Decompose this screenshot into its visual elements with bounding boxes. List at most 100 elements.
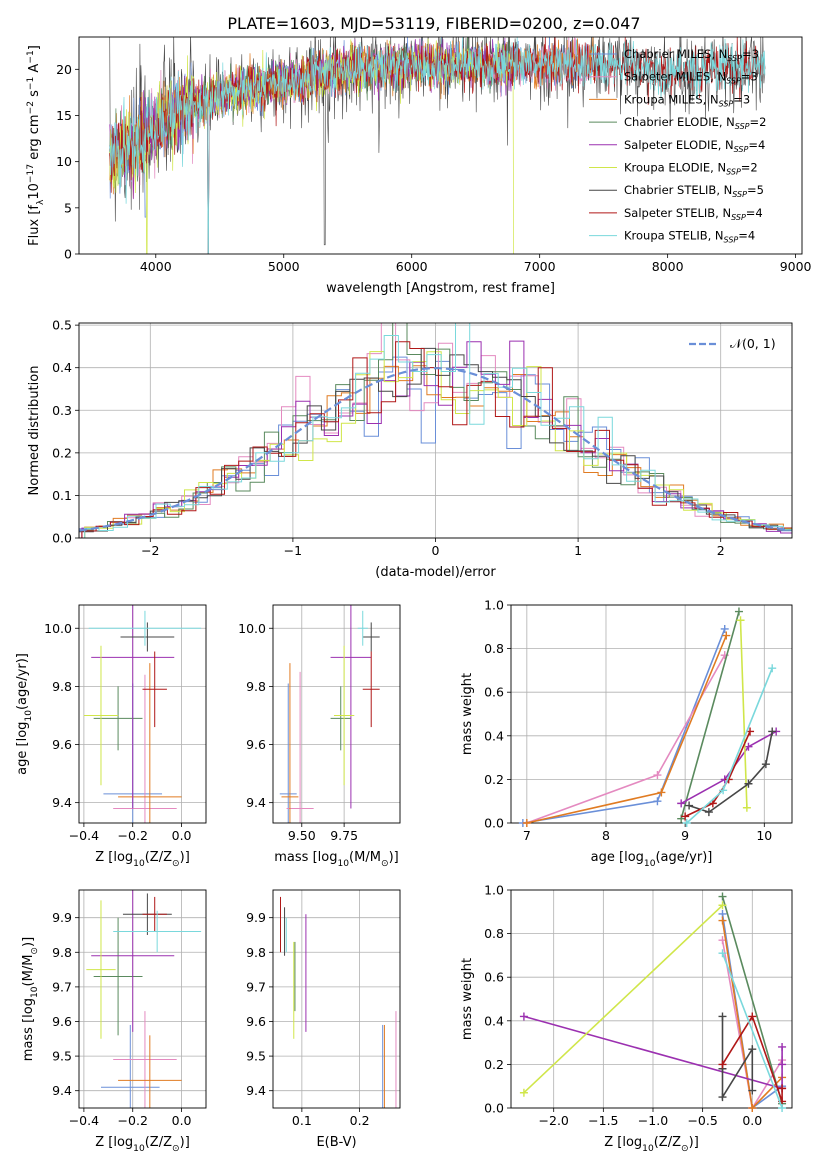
- panel-age_vs_mass: 9.50 9.75 9.4 9.6 9.8 10.0 mass [log10​(M/M⊙​)…: [238, 604, 401, 869]
- axes-frame: [510, 889, 793, 1109]
- legend-label-kroupa-miles: Kroupa MILES, NSSP=3: [624, 92, 750, 108]
- errorbar-kroupa-miles: [118, 1035, 182, 1108]
- legend-label-chabrier-elodie: Chabrier ELODIE, NSSP=2: [624, 115, 766, 131]
- legend-label-n: =4: [738, 229, 755, 243]
- y-tick-label: 1.0: [484, 883, 504, 898]
- y-tick-label: 0.3: [52, 403, 72, 418]
- errorbar-salpeter-miles: [113, 674, 177, 823]
- lines-weight_vs_Z: [519, 892, 787, 1112]
- legend-label-n: =4: [746, 206, 763, 220]
- point-kroupa-miles: [748, 1104, 757, 1112]
- x-tick-label: 5000: [268, 259, 300, 274]
- point-kroupa-stelib: [682, 819, 691, 827]
- line-kroupa-elodie: [523, 904, 724, 1094]
- legend-label-sub: SSP: [719, 99, 734, 108]
- errorbar-kroupa-elodie: [86, 900, 116, 1039]
- line-kroupa-stelib: [721, 952, 783, 1109]
- y-tick-label: 9.7: [52, 979, 72, 994]
- errorbar-salpeter-stelib: [362, 651, 380, 728]
- legend-label-text: Kroupa ELODIE, N: [624, 161, 726, 175]
- x-tick-label: 0.0: [172, 828, 192, 843]
- y-tick-label: 9.4: [52, 795, 72, 810]
- point-salpeter-elodie: [778, 1042, 787, 1051]
- legend-label-n: =3: [742, 47, 759, 61]
- errorbar-chabrier-elodie: [330, 686, 351, 751]
- axes-frame: [78, 604, 207, 824]
- errorbar-salpeter-elodie: [330, 605, 372, 809]
- y-tick-label: 9.8: [52, 945, 72, 960]
- legend-label-n: =2: [750, 115, 767, 129]
- x-tick-label: 0.0: [172, 1113, 192, 1128]
- line-chabrier-elodie: [680, 611, 740, 819]
- y-axis-label: mass weight: [460, 958, 475, 1040]
- line-kroupa-elodie: [739, 620, 748, 808]
- histogram-chabrier-stelib: [79, 347, 792, 538]
- point-salpeter-elodie: [677, 799, 686, 808]
- y-tick-label: 9.6: [52, 1014, 72, 1029]
- panel-residuals: −2 −1 0 1 2 0.0 0.1 0.2 0.3 0.4 0.5 (data-model)/er…: [27, 318, 793, 580]
- y-tick-label: 5: [64, 200, 72, 215]
- y-tick-label: 0.0: [484, 1101, 504, 1116]
- y-tick-label: 1.0: [484, 598, 504, 613]
- y-tick-label: 0.0: [484, 816, 504, 831]
- errorbar-kroupa-stelib: [88, 610, 202, 646]
- y-tick-label: 9.4: [246, 1083, 266, 1098]
- x-tick-label: 2: [717, 543, 725, 558]
- legend-label-sub: SSP: [735, 122, 750, 131]
- x-tick-label: 0.1: [292, 1113, 312, 1128]
- y-tick-label: 0.4: [484, 728, 504, 743]
- point-salpeter-stelib: [708, 799, 717, 808]
- legend-label-n: =4: [748, 138, 765, 152]
- legend-label-kroupa-elodie: Kroupa ELODIE, NSSP=2: [624, 161, 758, 177]
- x-tick-label: −1: [284, 543, 302, 558]
- errorbar-chabrier-elodie: [93, 917, 143, 1036]
- point-kroupa-elodie: [742, 803, 751, 812]
- legend-label-sub: SSP: [732, 190, 747, 199]
- y-tick-label: 9.8: [246, 679, 266, 694]
- y-tick-label: 9.4: [52, 1083, 72, 1098]
- y-tick-label: 9.6: [246, 737, 266, 752]
- x-tick-label: −2.0: [539, 1113, 569, 1128]
- panel-mass_vs_ebv: 0.1 0.2 9.4 9.5 9.6 9.7 9.8 9.9 E(B-V): [246, 889, 401, 1150]
- x-axis-label: Z [log10​(Z/Z⊙​)]: [604, 1135, 699, 1154]
- y-tick-label: 20: [56, 62, 72, 77]
- figure-title: PLATE=1603, MJD=53119, FIBERID=0200, z=0…: [227, 14, 640, 33]
- legend-label-salpeter-stelib: Salpeter STELIB, NSSP=4: [624, 206, 763, 222]
- panel-weight_vs_Z: −2.0 −1.5 −1.0 −0.5 0.0 0.0 0.2 0.4 0.6 0.8 1.0 Z […: [460, 883, 793, 1154]
- legend-label-sub: SSP: [731, 213, 746, 222]
- y-tick-label: 9.7: [246, 979, 266, 994]
- legend-label-text: Kroupa STELIB, N: [624, 229, 724, 243]
- point-kroupa-miles: [522, 819, 531, 827]
- x-tick-label: −0.4: [69, 828, 99, 843]
- x-tick-label: 0: [432, 543, 440, 558]
- y-tick-label: 0.4: [484, 1013, 504, 1028]
- y-axis-label: mass [log10​(M/M⊙​)]: [21, 937, 40, 1061]
- point-kroupa-miles: [722, 631, 731, 640]
- point-chabrier-stelib: [768, 727, 777, 736]
- point-chabrier-stelib: [718, 1093, 727, 1102]
- axes-frame: [510, 604, 793, 824]
- legend-label-n: =5: [747, 183, 764, 197]
- point-chabrier-stelib: [718, 1012, 727, 1021]
- legend-label-chabrier-miles: Chabrier MILES, NSSP=3: [624, 47, 759, 63]
- x-tick-label: −2: [141, 543, 159, 558]
- x-tick-label: −0.2: [118, 828, 148, 843]
- legend-label-sub: SSP: [724, 236, 739, 245]
- point-salpeter-elodie: [778, 1060, 787, 1069]
- legend-label-n: =2: [741, 161, 758, 175]
- point-chabrier-elodie: [734, 607, 743, 616]
- legend-label-kroupa-stelib: Kroupa STELIB, NSSP=4: [624, 229, 755, 245]
- y-tick-label: 10.0: [44, 621, 72, 636]
- legend-label-text: Salpeter MILES, N: [624, 70, 726, 84]
- y-tick-label: 15: [56, 108, 72, 123]
- plot-area-age_vs_mass: [279, 605, 380, 823]
- errorbar-kroupa-miles: [281, 663, 299, 823]
- errorbar-kroupa-miles: [118, 663, 182, 823]
- errorbar-kroupa-stelib: [113, 910, 202, 953]
- y-tick-label: 0.2: [484, 772, 504, 787]
- legend-label-n: =3: [733, 92, 750, 106]
- y-tick-label: 9.4: [246, 795, 266, 810]
- point-chabrier-stelib: [748, 1086, 757, 1095]
- errorbar-chabrier-stelib: [120, 622, 175, 652]
